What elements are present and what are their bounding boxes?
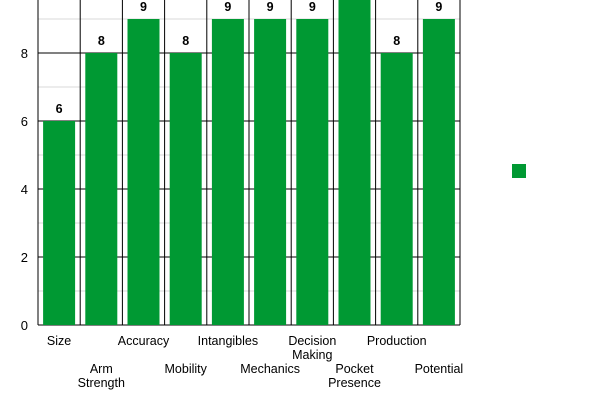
bars: [43, 0, 455, 325]
data-label: 9: [435, 0, 442, 14]
y-tick-label: 6: [21, 114, 28, 129]
bar: [43, 121, 76, 325]
x-tick-label: Intangibles: [198, 334, 258, 348]
x-tick-label: Production: [367, 334, 427, 348]
bar: [127, 19, 160, 325]
x-tick-label: Arm Strength: [78, 362, 125, 390]
bar: [380, 53, 413, 325]
bar: [296, 19, 329, 325]
data-labels: 68989991089: [56, 0, 443, 116]
bar: [85, 53, 118, 325]
legend-swatch: [512, 164, 526, 178]
data-label: 9: [309, 0, 316, 14]
x-tick-label: Size: [47, 334, 71, 348]
x-tick-label: Decision Making: [288, 334, 336, 362]
bar: [254, 19, 287, 325]
y-axis-ticks: 0 2 4 6 8: [21, 46, 28, 333]
y-tick-label: 8: [21, 46, 28, 61]
data-label: 8: [182, 34, 189, 48]
bar: [211, 19, 244, 325]
x-tick-label: Accuracy: [118, 334, 170, 348]
x-tick-label: Potential: [415, 362, 464, 376]
bar: [338, 0, 371, 325]
x-tick-label: Pocket Presence: [328, 362, 381, 390]
bar: [169, 53, 202, 325]
bar: [422, 19, 455, 325]
x-tick-label: Mechanics: [240, 362, 300, 376]
data-label: 6: [56, 102, 63, 116]
data-label: 8: [393, 34, 400, 48]
data-label: 9: [140, 0, 147, 14]
y-tick-label: 4: [21, 182, 28, 197]
data-label: 9: [267, 0, 274, 14]
y-tick-label: 0: [21, 318, 28, 333]
x-axis-labels: Size Arm Strength Accuracy Mobility Intangibl…: [47, 334, 463, 390]
data-label: 8: [98, 34, 105, 48]
x-tick-label: Mobility: [165, 362, 208, 376]
data-label: 9: [224, 0, 231, 14]
y-tick-label: 2: [21, 250, 28, 265]
